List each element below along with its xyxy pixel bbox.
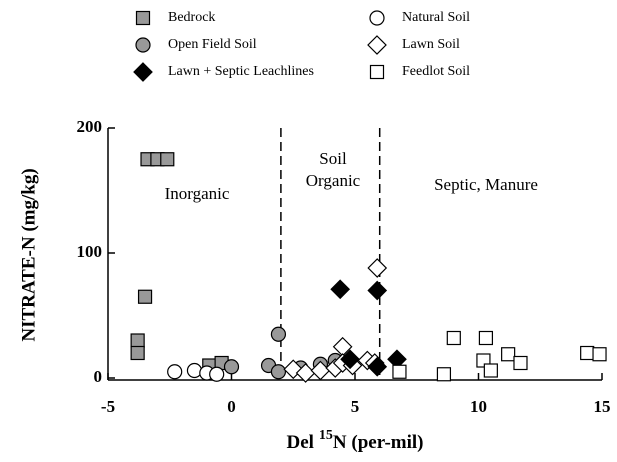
point (483, 363, 498, 378)
legend-label: Natural Soil (402, 10, 470, 25)
point (186, 362, 203, 379)
point (367, 280, 388, 301)
point (270, 326, 287, 342)
point (270, 364, 287, 380)
annotation: Septic, Manure (434, 175, 538, 194)
legend-label: Open Field Soil (168, 37, 257, 52)
y-tick-label: 200 (77, 117, 103, 136)
annotation: Soil (319, 149, 347, 168)
x-tick-label: 0 (227, 397, 236, 416)
legend-marker (367, 35, 387, 55)
x-tick-label: 15 (594, 397, 611, 416)
y-axis-label: NITRATE-N (mg/kg) (18, 168, 39, 341)
point (592, 347, 607, 362)
point (446, 330, 461, 346)
point (580, 345, 595, 361)
x-label-superscript: 15 (319, 428, 333, 443)
point (130, 333, 145, 348)
y-tick-label: 0 (94, 367, 103, 386)
x-label-text: Del (286, 432, 313, 453)
legend-label: Feedlot Soil (402, 64, 470, 79)
legend-marker (135, 10, 151, 26)
x-tick-label: -5 (101, 397, 115, 416)
point (367, 258, 388, 278)
point (137, 289, 153, 304)
point (436, 367, 452, 382)
annotation: Inorganic (165, 184, 230, 203)
legend-marker (369, 10, 385, 26)
point (478, 330, 494, 346)
point (167, 364, 183, 380)
point (513, 355, 528, 371)
legend-label: Bedrock (168, 10, 215, 25)
x-tick-label: 10 (470, 397, 487, 416)
point (160, 152, 175, 167)
legend-label: Lawn + Septic Leachlines (168, 64, 314, 79)
point (392, 364, 407, 379)
x-label-suffix: N (per-mil) (333, 432, 424, 453)
point (501, 347, 516, 362)
legend-marker (369, 64, 385, 80)
point (223, 359, 240, 375)
point (330, 279, 351, 300)
legend-label: Lawn Soil (402, 37, 460, 52)
legend-marker (133, 62, 153, 82)
legend-marker (135, 37, 151, 53)
point (367, 356, 388, 377)
point (130, 345, 145, 361)
point (340, 349, 360, 370)
y-tick-label: 100 (77, 242, 103, 261)
x-axis-label: Del 15N (per-mil) (286, 428, 423, 453)
point (209, 366, 225, 382)
x-tick-label: 5 (351, 397, 360, 416)
annotation: Organic (306, 171, 361, 190)
